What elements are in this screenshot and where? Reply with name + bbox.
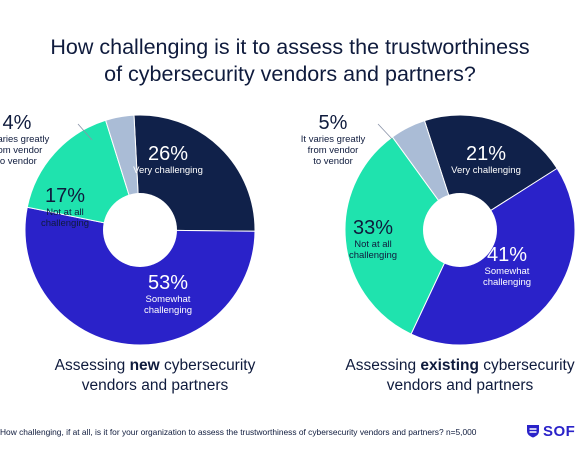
- leader-line-1: [377, 123, 394, 141]
- donut-hole-0: [103, 193, 177, 267]
- footnote: How challenging, if at all, is it for yo…: [0, 427, 477, 437]
- slice-label-1-not_at_all: 33% Not at all challenging: [338, 217, 408, 262]
- caption-right-suffix: cybersecurity: [478, 357, 575, 374]
- slice-category: Not at all challenging: [348, 239, 398, 261]
- brand-logo: SOF: [526, 422, 575, 440]
- slice-percent: 4%: [2, 112, 32, 134]
- slice-category: Somewhat challenging: [143, 294, 193, 316]
- slice-percent: 33%: [352, 217, 394, 239]
- slice-label-0-varies: 4%It varies greatly from vendor to vendo…: [0, 112, 57, 168]
- title-line-1: How challenging is it to assess the trus…: [50, 35, 530, 59]
- slice-0-somewhat: [24, 206, 256, 346]
- slice-label-0-not_at_all: 17% Not at all challenging: [30, 185, 100, 230]
- slice-label-1-very: 21% Very challenging: [446, 143, 526, 177]
- title-line-2: of cybersecurity vendors and partners?: [104, 62, 476, 86]
- caption-left-line2: vendors and partners: [81, 377, 229, 394]
- slice-category: It varies greatly from vendor to vendor: [0, 134, 50, 167]
- slice-percent: 21%: [465, 143, 507, 165]
- caption-right-line2: vendors and partners: [386, 377, 534, 394]
- slice-label-1-somewhat: 41% Somewhat challenging: [467, 244, 547, 289]
- slice-percent: 41%: [486, 244, 528, 266]
- shield-icon: [527, 425, 539, 438]
- slice-label-0-very: 26% Very challenging: [128, 143, 208, 177]
- slice-percent: 53%: [147, 272, 189, 294]
- leader-line-0: [77, 123, 93, 141]
- slice-percent: 5%: [318, 112, 348, 134]
- slice-category: Very challenging: [133, 165, 203, 176]
- slice-1-not_at_all: [344, 136, 461, 335]
- slice-category: Very challenging: [451, 165, 521, 176]
- caption-right: Assessing existing cybersecurity vendors…: [310, 356, 580, 396]
- slice-percent: 17%: [44, 185, 86, 207]
- caption-left-suffix: cybersecurity: [159, 357, 256, 374]
- slice-1-somewhat: [410, 167, 576, 346]
- chart-title: How challenging is it to assess the trus…: [0, 34, 580, 88]
- slice-label-1-varies: 5% It varies greatly from vendor to vendo…: [293, 112, 373, 168]
- caption-right-prefix: Assessing: [345, 357, 421, 374]
- donut-hole-1: [423, 193, 497, 267]
- slice-0-not_at_all: [26, 119, 141, 231]
- caption-left: Assessing new cybersecurity vendors and …: [10, 356, 300, 396]
- slice-percent: 26%: [147, 143, 189, 165]
- caption-left-bold: new: [129, 357, 160, 374]
- caption-left-prefix: Assessing: [54, 357, 130, 374]
- slice-category: It varies greatly from vendor to vendor: [300, 134, 366, 167]
- caption-right-bold: existing: [420, 357, 479, 374]
- logo-text: SOF: [543, 422, 576, 440]
- slice-label-0-somewhat: 53% Somewhat challenging: [128, 272, 208, 317]
- slice-category: Somewhat challenging: [482, 266, 532, 288]
- slice-category: Not at all challenging: [40, 207, 90, 229]
